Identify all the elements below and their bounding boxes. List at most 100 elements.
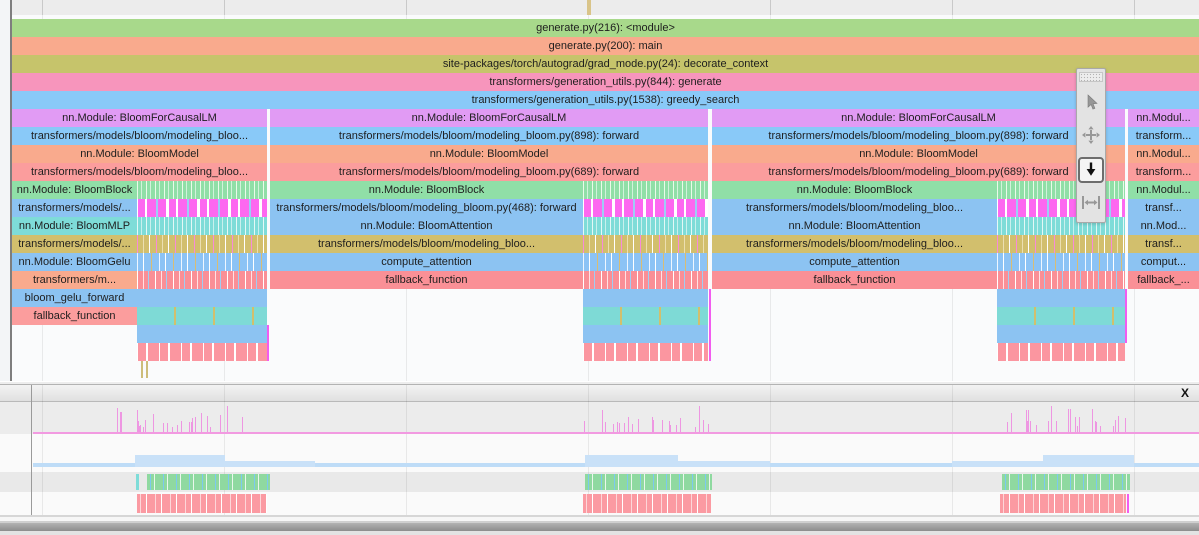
frame-bar[interactable]: generate.py(200): main	[12, 37, 1199, 55]
frame-bar[interactable]: site-packages/torch/autograd/grad_mode.p…	[12, 55, 1199, 73]
collapsed-frames[interactable]	[137, 307, 267, 325]
frame-bar[interactable]: transf...	[1128, 199, 1199, 217]
frame-bar[interactable]: transform...	[1128, 127, 1199, 145]
collapsed-frames[interactable]	[997, 235, 1125, 253]
frame-bar[interactable]: compute_attention	[270, 253, 583, 271]
frame-bar[interactable]: transformers/models/bloom/modeling_bloo.…	[712, 199, 997, 217]
frame-bar[interactable]: transformers/models/bloom/modeling_bloo.…	[12, 163, 267, 181]
pan-tool-button[interactable]	[1079, 124, 1103, 148]
frame-bar[interactable]: nn.Module: BloomForCausalLM	[270, 109, 708, 127]
cursor-tool-button[interactable]	[1079, 91, 1103, 115]
collapsed-frames[interactable]	[583, 217, 708, 235]
activity-block	[585, 455, 678, 467]
frame-bar[interactable]: transform...	[1128, 163, 1199, 181]
frame-bar[interactable]: nn.Module: BloomAttention	[712, 217, 997, 235]
gridline	[1134, 385, 1135, 515]
frame-bar[interactable]: nn.Module: BloomModel	[12, 145, 267, 163]
collapsed-frames[interactable]	[997, 253, 1125, 271]
toolbar-drag-handle[interactable]	[1079, 72, 1103, 82]
frame-bar[interactable]: transformers/generation_utils.py(1538): …	[12, 91, 1199, 109]
collapsed-frames[interactable]	[137, 271, 267, 289]
frame-bar[interactable]: transformers/models/...	[12, 199, 137, 217]
frame-bar[interactable]: transformers/models/bloom/modeling_bloo.…	[270, 235, 583, 253]
frame-bar[interactable]: nn.Module: BloomBlock	[712, 181, 997, 199]
frame-bar[interactable]: transformers/models/bloom/modeling_bloom…	[270, 127, 708, 145]
frame-bar[interactable]: transformers/models/bloom/modeling_bloo.…	[712, 235, 997, 253]
horizontal-scrollbar[interactable]	[0, 521, 1199, 531]
collapsed-frames[interactable]	[583, 343, 708, 361]
frame-bar[interactable]: transformers/models/bloom/modeling_bloom…	[270, 163, 708, 181]
density-spike	[140, 424, 141, 432]
frame-bar[interactable]: transformers/models/bloom/modeling_bloom…	[712, 127, 1125, 145]
module-overview-block	[136, 474, 139, 490]
collapsed-frames[interactable]	[137, 343, 267, 361]
collapsed-frames[interactable]	[583, 271, 708, 289]
frame-bar[interactable]: transformers/models/...	[12, 235, 137, 253]
frame-bar[interactable]: transformers/m...	[12, 271, 137, 289]
frame-label: transformers/models/...	[18, 238, 131, 250]
frame-bar[interactable]: bloom_gelu_forward	[12, 289, 137, 307]
frame-bar[interactable]: fallback_function	[270, 271, 583, 289]
frame-bar[interactable]: fallback_function	[712, 271, 997, 289]
collapsed-frames[interactable]	[997, 343, 1125, 361]
frame-bar[interactable]: nn.Module: BloomMLP	[12, 217, 137, 235]
activity-block	[135, 455, 225, 467]
frame-bar[interactable]: transformers/models/bloom/modeling_bloom…	[712, 163, 1125, 181]
frame-bar[interactable]: nn.Module: BloomAttention	[270, 217, 583, 235]
collapsed-frames[interactable]	[583, 253, 708, 271]
frame-bar[interactable]: nn.Module: BloomForCausalLM	[12, 109, 267, 127]
overview-close-button[interactable]: X	[1180, 386, 1189, 400]
collapsed-frames[interactable]	[583, 307, 708, 325]
collapsed-frames[interactable]	[583, 235, 708, 253]
density-spike	[1028, 409, 1029, 432]
collapsed-frames[interactable]	[997, 307, 1125, 325]
collapsed-frames[interactable]	[137, 325, 267, 343]
frame-bar[interactable]: transformers/models/bloom/modeling_bloo.…	[12, 127, 267, 145]
collapsed-frames[interactable]	[583, 289, 708, 307]
vertical-expand-tool-button[interactable]	[1078, 157, 1104, 183]
fit-width-tool-button[interactable]	[1079, 192, 1103, 216]
density-spike	[1026, 410, 1027, 432]
frame-bar[interactable]: nn.Module: BloomBlock	[12, 181, 137, 199]
collapsed-frames[interactable]	[137, 217, 267, 235]
frame-label: transformers/models/bloom/modeling_bloom…	[338, 166, 640, 178]
frame-label: comput...	[1140, 256, 1187, 268]
frame-bar[interactable]: nn.Module: BloomBlock	[270, 181, 583, 199]
collapsed-frames[interactable]	[997, 289, 1125, 307]
frame-bar[interactable]: transformers/models/bloom/modeling_bloom…	[270, 199, 583, 217]
frame-bar[interactable]: nn.Modul...	[1128, 109, 1199, 127]
frame-bar[interactable]: nn.Module: BloomGelu	[12, 253, 137, 271]
frame-bar[interactable]: transf...	[1128, 235, 1199, 253]
frame-bar[interactable]: nn.Module: BloomModel	[712, 145, 1125, 163]
flame-graph-panel[interactable]: generate.py(216): <module> generate.py(20…	[0, 0, 1199, 381]
frame-bar[interactable]: fallback_function	[12, 307, 137, 325]
collapsed-frames[interactable]	[137, 235, 267, 253]
frame-label: compute_attention	[809, 256, 900, 268]
collapsed-frames[interactable]	[997, 271, 1125, 289]
frame-bar[interactable]: nn.Mod...	[1128, 217, 1199, 235]
collapsed-frames[interactable]	[997, 325, 1125, 343]
collapsed-frames[interactable]	[137, 289, 267, 307]
frame-bar[interactable]: generate.py(216): <module>	[12, 19, 1199, 37]
density-spike	[120, 411, 121, 432]
event-density-track[interactable]	[0, 402, 1199, 434]
collapsed-frames[interactable]	[137, 253, 267, 271]
panel-splitter[interactable]	[0, 381, 1199, 385]
collapsed-frames[interactable]	[583, 199, 708, 217]
frame-bar[interactable]: fallback_...	[1128, 271, 1199, 289]
frame-bar[interactable]: transformers/generation_utils.py(844): g…	[12, 73, 1199, 91]
frame-bar[interactable]: nn.Module: BloomForCausalLM	[712, 109, 1125, 127]
collapsed-frames[interactable]	[137, 199, 267, 217]
collapsed-frames[interactable]	[583, 181, 708, 199]
frame-label: transformers/models/bloom/modeling_bloo.…	[745, 238, 964, 250]
frame-bar[interactable]: nn.Modul...	[1128, 181, 1199, 199]
collapsed-frames[interactable]	[583, 325, 708, 343]
frame-bar[interactable]: comput...	[1128, 253, 1199, 271]
frame-bar[interactable]: nn.Modul...	[1128, 145, 1199, 163]
density-spike	[207, 416, 208, 432]
tiny-frame-tick	[141, 361, 143, 378]
frame-bar[interactable]: nn.Module: BloomModel	[270, 145, 708, 163]
collapsed-frames[interactable]	[137, 181, 267, 199]
frame-bar[interactable]: compute_attention	[712, 253, 997, 271]
ruler-tick	[770, 0, 771, 15]
